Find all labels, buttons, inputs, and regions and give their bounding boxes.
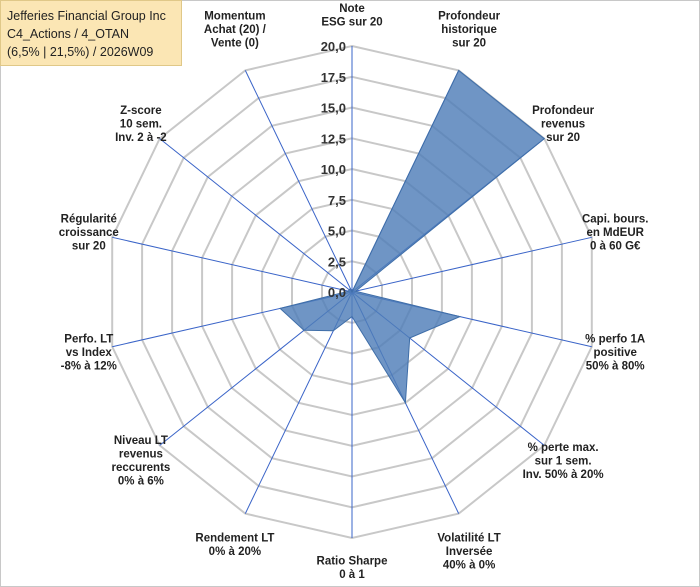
axis-label: Niveau LT revenus reccurents 0% à 6% [111, 435, 170, 488]
title-line-1: Jefferies Financial Group Inc [7, 9, 166, 23]
title-line-3: (6,5% | 21,5%) / 2026W09 [7, 45, 154, 59]
series-area [279, 69, 546, 405]
axis-label: % perte max. sur 1 sem. Inv. 50% à 20% [523, 442, 604, 481]
chart-title-box: Jefferies Financial Group Inc C4_Actions… [0, 0, 182, 66]
tick-label: 5,0 [328, 224, 346, 239]
axis-label: Ratio Sharpe 0 à 1 [317, 556, 388, 582]
axis-label: Note ESG sur 20 [321, 3, 382, 29]
axis-spoke [112, 236, 353, 293]
axis-spoke [244, 70, 353, 293]
axis-label: Capi. bours. en MdEUR 0 à 60 G€ [582, 213, 648, 252]
axis-label: Régularité croissance sur 20 [59, 213, 119, 252]
axis-label: Perfo. LT vs Index -8% à 12% [61, 334, 117, 373]
tick-label: 2,5 [328, 254, 346, 269]
tick-label: 20,0 [321, 39, 346, 54]
title-line-2: C4_Actions / 4_OTAN [7, 27, 130, 41]
axis-label: % perfo 1A positive 50% à 80% [585, 334, 645, 373]
tick-label: 17,5 [321, 70, 346, 85]
axis-label: Profondeur historique sur 20 [438, 11, 500, 50]
axis-label: Volatilité LT Inversée 40% à 0% [437, 532, 500, 571]
axis-label: Momentum Achat (20) / Vente (0) [204, 11, 267, 50]
axis-spoke [159, 138, 353, 293]
axis-label: Profondeur revenus sur 20 [532, 105, 594, 144]
axis-label: Z-score 10 sem. Inv. 2 à -2 [115, 105, 167, 144]
tick-label: 12,5 [321, 131, 346, 146]
tick-label: 7,5 [328, 193, 346, 208]
tick-label: 10,0 [321, 162, 346, 177]
tick-label: 15,0 [321, 101, 346, 116]
axis-spoke [351, 236, 592, 293]
axis-label: Rendement LT 0% à 20% [195, 532, 274, 558]
tick-label: 0,0 [328, 285, 346, 300]
